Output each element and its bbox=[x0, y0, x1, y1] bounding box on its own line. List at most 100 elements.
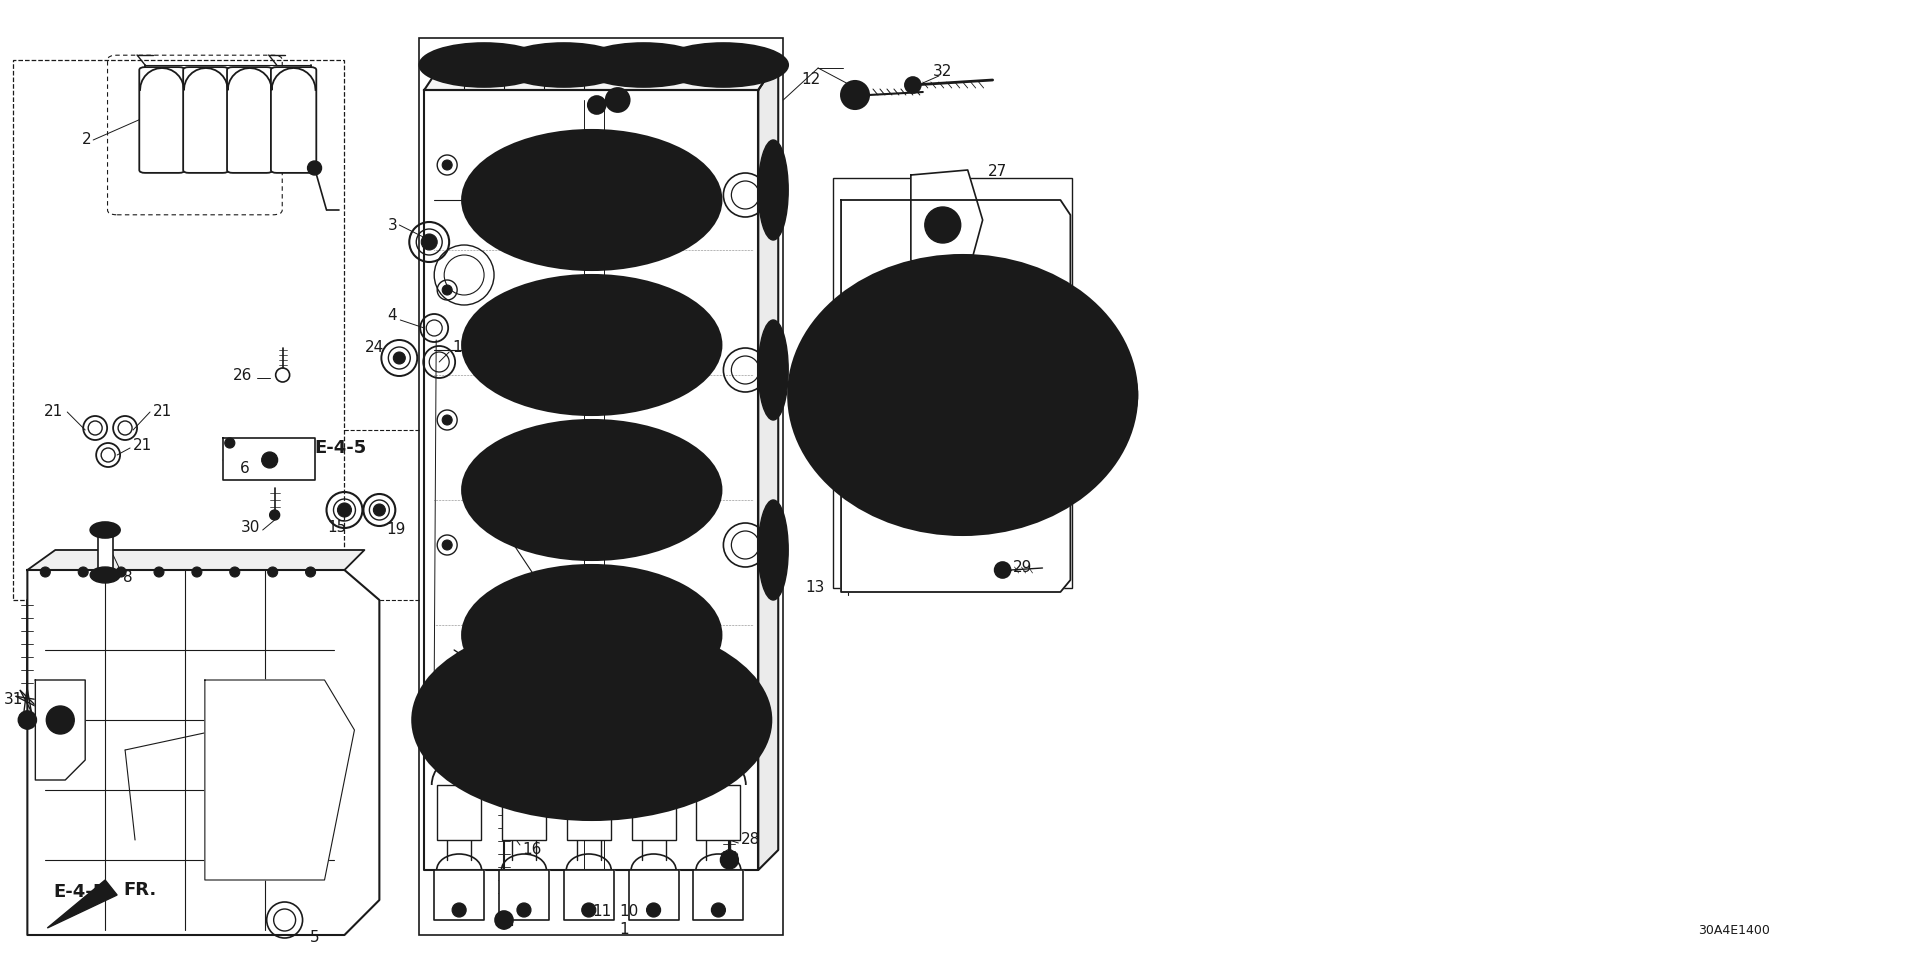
Text: 7: 7 bbox=[879, 502, 889, 517]
Ellipse shape bbox=[854, 389, 868, 401]
Ellipse shape bbox=[438, 638, 747, 802]
Polygon shape bbox=[841, 200, 1071, 592]
Ellipse shape bbox=[870, 297, 885, 313]
Text: 4: 4 bbox=[388, 307, 397, 323]
Ellipse shape bbox=[651, 907, 657, 913]
Text: 28: 28 bbox=[741, 832, 760, 848]
Ellipse shape bbox=[265, 456, 275, 464]
Ellipse shape bbox=[419, 43, 549, 87]
Ellipse shape bbox=[852, 92, 858, 98]
Ellipse shape bbox=[968, 337, 1117, 453]
Polygon shape bbox=[758, 60, 778, 870]
Ellipse shape bbox=[463, 565, 722, 705]
Text: 13: 13 bbox=[806, 581, 826, 595]
Ellipse shape bbox=[586, 907, 591, 913]
Ellipse shape bbox=[520, 907, 526, 913]
Ellipse shape bbox=[463, 275, 722, 415]
Text: 10: 10 bbox=[618, 904, 637, 920]
Ellipse shape bbox=[495, 911, 513, 929]
Bar bbox=[632, 785, 676, 840]
Ellipse shape bbox=[995, 562, 1010, 578]
Text: 29: 29 bbox=[1012, 561, 1031, 575]
Ellipse shape bbox=[582, 903, 595, 917]
Ellipse shape bbox=[115, 567, 127, 577]
Ellipse shape bbox=[925, 207, 960, 243]
Text: FR.: FR. bbox=[123, 881, 156, 899]
Ellipse shape bbox=[856, 460, 874, 476]
Ellipse shape bbox=[420, 234, 438, 250]
Text: 27: 27 bbox=[995, 287, 1014, 302]
Polygon shape bbox=[48, 880, 117, 928]
FancyBboxPatch shape bbox=[182, 67, 228, 173]
Ellipse shape bbox=[687, 750, 707, 770]
Ellipse shape bbox=[52, 712, 69, 728]
Ellipse shape bbox=[46, 706, 75, 734]
Ellipse shape bbox=[659, 43, 789, 87]
Ellipse shape bbox=[933, 215, 952, 235]
Ellipse shape bbox=[457, 907, 463, 913]
Ellipse shape bbox=[79, 567, 88, 577]
Ellipse shape bbox=[442, 540, 451, 550]
Bar bbox=[833, 178, 1073, 588]
Ellipse shape bbox=[513, 303, 672, 387]
Ellipse shape bbox=[413, 620, 772, 820]
Ellipse shape bbox=[442, 285, 451, 295]
Text: 12: 12 bbox=[801, 73, 820, 87]
Ellipse shape bbox=[267, 567, 278, 577]
Ellipse shape bbox=[513, 448, 672, 532]
Text: 23: 23 bbox=[799, 350, 818, 366]
Ellipse shape bbox=[192, 567, 202, 577]
Ellipse shape bbox=[668, 47, 778, 83]
FancyBboxPatch shape bbox=[271, 67, 317, 173]
Ellipse shape bbox=[1029, 445, 1041, 458]
Ellipse shape bbox=[716, 907, 722, 913]
Ellipse shape bbox=[605, 88, 630, 112]
Ellipse shape bbox=[513, 593, 672, 677]
Text: E-4-5: E-4-5 bbox=[315, 439, 367, 457]
Ellipse shape bbox=[154, 567, 163, 577]
Ellipse shape bbox=[885, 445, 897, 458]
Ellipse shape bbox=[451, 903, 467, 917]
Text: 3: 3 bbox=[388, 218, 397, 232]
Text: 18: 18 bbox=[895, 300, 914, 316]
Ellipse shape bbox=[956, 469, 970, 481]
Polygon shape bbox=[693, 870, 743, 920]
Ellipse shape bbox=[720, 851, 739, 869]
Ellipse shape bbox=[307, 161, 321, 175]
Ellipse shape bbox=[591, 100, 601, 110]
Text: 9: 9 bbox=[662, 753, 672, 767]
Ellipse shape bbox=[463, 420, 722, 560]
Ellipse shape bbox=[849, 88, 862, 102]
Ellipse shape bbox=[488, 435, 697, 545]
Text: 15: 15 bbox=[326, 520, 346, 536]
Text: 22: 22 bbox=[839, 388, 858, 402]
Ellipse shape bbox=[40, 567, 50, 577]
Ellipse shape bbox=[647, 903, 660, 917]
Text: 21: 21 bbox=[132, 438, 152, 452]
Polygon shape bbox=[564, 870, 614, 920]
Ellipse shape bbox=[261, 452, 278, 468]
Ellipse shape bbox=[885, 332, 897, 345]
Text: 1: 1 bbox=[618, 923, 628, 938]
Ellipse shape bbox=[488, 580, 697, 690]
Ellipse shape bbox=[956, 309, 970, 321]
Ellipse shape bbox=[90, 522, 121, 538]
Ellipse shape bbox=[430, 47, 540, 83]
Ellipse shape bbox=[589, 47, 699, 83]
Bar bbox=[501, 785, 545, 840]
Text: 26: 26 bbox=[234, 368, 253, 382]
Ellipse shape bbox=[841, 81, 870, 109]
Ellipse shape bbox=[499, 43, 628, 87]
Ellipse shape bbox=[987, 353, 1098, 437]
Text: 30A4E1400: 30A4E1400 bbox=[1699, 924, 1770, 937]
Ellipse shape bbox=[948, 320, 1137, 470]
Ellipse shape bbox=[269, 510, 280, 520]
Ellipse shape bbox=[516, 903, 532, 917]
Ellipse shape bbox=[588, 96, 605, 114]
Ellipse shape bbox=[712, 903, 726, 917]
Ellipse shape bbox=[904, 77, 922, 93]
Text: 31: 31 bbox=[4, 692, 23, 708]
Ellipse shape bbox=[488, 145, 697, 255]
Polygon shape bbox=[27, 570, 380, 935]
Text: 21: 21 bbox=[154, 404, 173, 420]
